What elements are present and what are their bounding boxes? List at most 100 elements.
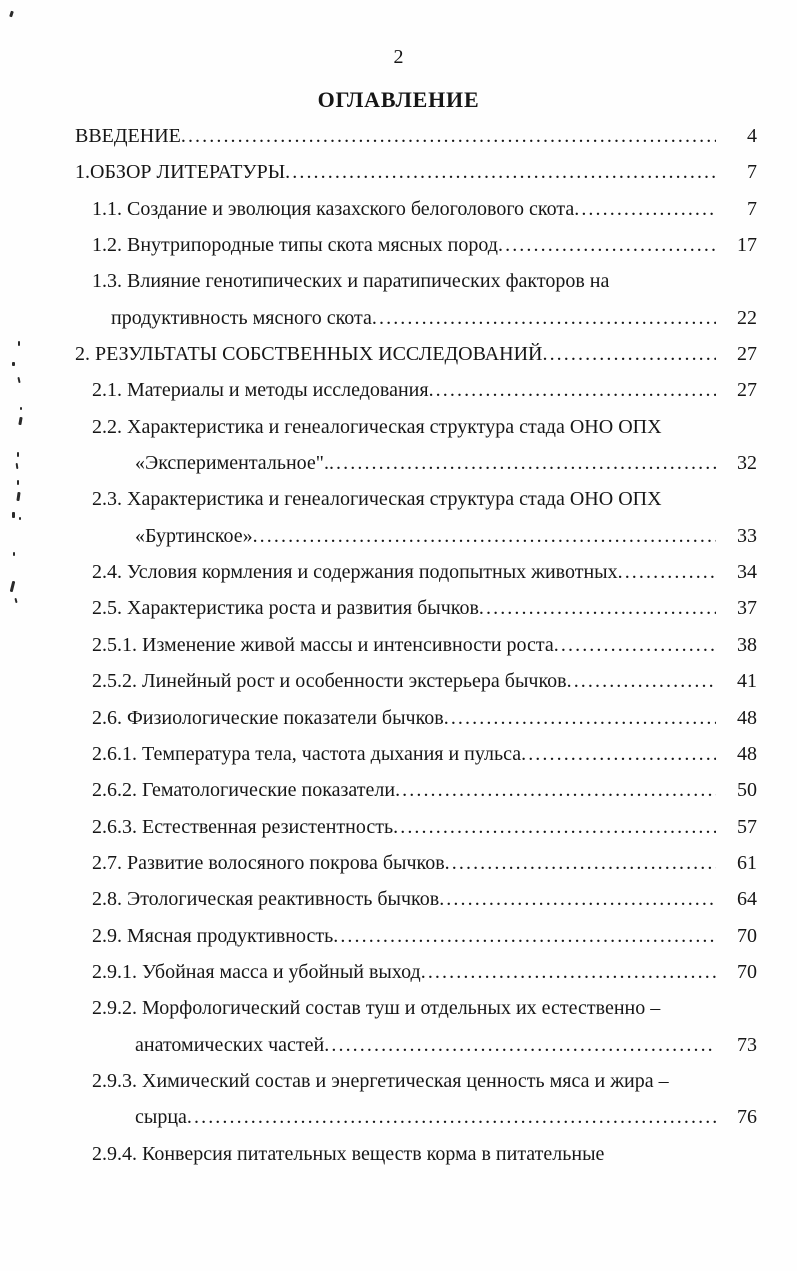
toc-entry-text: 2.9.1. Убойная масса и убойный выход: [92, 960, 421, 983]
toc-entry-text: 2.3. Характеристика и генеалогическая ст…: [92, 488, 662, 511]
toc-entry-text: ВВЕДЕНИЕ: [75, 125, 181, 147]
dot-leader: [253, 518, 716, 554]
toc-row: 2.9.3. Химический состав и энергетическа…: [75, 1063, 757, 1099]
toc-entry-text: 2.9.2. Морфологический состав туш и отде…: [92, 997, 661, 1020]
dot-leader: [329, 445, 716, 481]
dot-leader: [429, 372, 716, 408]
toc-entry-text: «Экспериментальное".: [135, 452, 329, 475]
toc-page-number: 38: [737, 633, 757, 656]
toc-page-number: 37: [737, 597, 757, 620]
toc-row: 2. РЕЗУЛЬТАТЫ СОБСТВЕННЫХ ИССЛЕДОВАНИЙ 27: [75, 336, 757, 372]
toc-page-number: 17: [737, 234, 757, 257]
toc-entry-text: анатомических частей: [135, 1033, 325, 1056]
toc-entry-text: продуктивность мясного скота: [111, 306, 372, 329]
toc-entry-text: 2.1. Материалы и методы исследования: [92, 379, 429, 402]
toc-row: 2.2. Характеристика и генеалогическая ст…: [75, 409, 757, 445]
toc-page-number: 41: [737, 670, 757, 693]
toc-row: 2.1. Материалы и методы исследования 27: [75, 372, 757, 408]
toc-page-number: 4: [747, 125, 757, 147]
toc-page-number: 61: [737, 851, 757, 874]
toc-entry-text: 2.9.4. Конверсия питательных веществ кор…: [92, 1142, 605, 1165]
toc-entry-text: 2.6.3. Естественная резистентность: [92, 815, 394, 838]
scan-artifact: [18, 341, 20, 346]
toc-row: 2.5.1. Изменение живой массы и интенсивн…: [75, 627, 757, 663]
scan-artifact: [15, 462, 19, 470]
scan-artifact: [14, 597, 18, 604]
toc-entry-text: 1.3. Влияние генотипических и паратипиче…: [92, 270, 610, 293]
dot-leader: [542, 336, 716, 372]
toc-entry-text: 2.5. Характеристика роста и развития быч…: [92, 597, 479, 620]
toc-row: 2.7. Развитие волосяного покрова бычков 6…: [75, 845, 757, 881]
dot-leader: [498, 227, 716, 263]
dot-leader: [521, 736, 716, 772]
toc-entry-text: сырца: [135, 1106, 187, 1129]
toc-entry-text: 2.8. Этологическая реактивность бычков: [92, 888, 440, 911]
toc-entry-text: 2. РЕЗУЛЬТАТЫ СОБСТВЕННЫХ ИССЛЕДОВАНИЙ: [75, 343, 543, 366]
scan-artifact: [12, 512, 15, 518]
toc-row: 2.9.1. Убойная масса и убойный выход 70: [75, 954, 757, 990]
dot-leader: [421, 954, 716, 990]
toc-page-number: 27: [737, 343, 757, 366]
dot-leader: [324, 1027, 716, 1063]
toc-entry-text: 1.2. Внутрипородные типы скота мясных по…: [92, 234, 498, 257]
toc-page-number: 32: [737, 452, 757, 475]
scan-artifact: [17, 376, 21, 384]
toc-page-number: 27: [737, 379, 757, 402]
scan-artifact: [16, 491, 21, 502]
scan-artifact: [17, 452, 19, 457]
toc-page-number: 70: [737, 960, 757, 983]
toc-row: 2.6.1. Температура тела, частота дыхания…: [75, 736, 757, 772]
dot-leader: [181, 118, 716, 154]
toc-page-number: 7: [747, 161, 757, 184]
toc-row: 2.8. Этологическая реактивность бычков 64: [75, 881, 757, 917]
scan-artifact: [12, 362, 15, 366]
toc-row: 2.3. Характеристика и генеалогическая ст…: [75, 481, 757, 517]
toc-entry-text: 2.6. Физиологические показатели бычков: [92, 706, 444, 729]
toc-row: сырца 76: [75, 1099, 757, 1135]
toc-row: 2.4. Условия кормления и содержания подо…: [75, 554, 757, 590]
toc-row: 2.5.2. Линейный рост и особенности эксте…: [75, 663, 757, 699]
toc-row: 1.1. Создание и эволюция казахского бело…: [75, 191, 757, 227]
toc-row: 2.9. Мясная продуктивность 70: [75, 918, 757, 954]
toc-entry-text: «Буртинское»: [135, 524, 253, 547]
toc-entry-text: 2.7. Развитие волосяного покрова бычков: [92, 851, 445, 874]
toc-row: продуктивность мясного скота 22: [75, 300, 757, 336]
toc-entry-text: 2.2. Характеристика и генеалогическая ст…: [92, 415, 662, 438]
page-title: ОГЛАВЛЕНИЕ: [317, 87, 480, 112]
toc-page-number: 22: [737, 306, 757, 329]
toc-row: анатомических частей 73: [75, 1027, 757, 1063]
scan-artifact: [9, 580, 16, 593]
toc-page-number: 76: [737, 1106, 757, 1129]
toc-entry-text: 1.ОБЗОР ЛИТЕРАТУРЫ: [75, 161, 286, 184]
toc-page-number: 64: [737, 888, 757, 911]
dot-leader: [395, 772, 716, 808]
toc-entry-text: 2.9. Мясная продуктивность: [92, 924, 334, 947]
page-number: 2: [393, 46, 404, 68]
table-of-contents: ВВЕДЕНИЕ 4 1.ОБЗОР ЛИТЕРАТУРЫ 7 1.1. Создан…: [75, 118, 757, 1172]
scan-artifact: [18, 416, 23, 426]
toc-entry-text: 2.5.1. Изменение живой массы и интенсивн…: [92, 633, 554, 656]
toc-entry-text: 2.6.1. Температура тела, частота дыхания…: [92, 742, 522, 765]
dot-leader: [187, 1099, 716, 1135]
toc-entry-text: 2.9.3. Химический состав и энергетическа…: [92, 1069, 669, 1092]
dot-leader: [574, 191, 716, 227]
scan-artifact: [17, 480, 19, 485]
dot-leader: [285, 154, 716, 190]
dot-leader: [372, 300, 716, 336]
toc-entry-text: 2.5.2. Линейный рост и особенности эксте…: [92, 670, 567, 693]
toc-page-number: 48: [737, 706, 757, 729]
toc-row: «Буртинское» 33: [75, 518, 757, 554]
scan-artifact: [13, 552, 15, 556]
toc-row: 2.5. Характеристика роста и развития быч…: [75, 590, 757, 626]
toc-row: 1.3. Влияние генотипических и паратипиче…: [75, 263, 757, 299]
scan-artifact: [20, 407, 22, 410]
toc-row: 2.9.4. Конверсия питательных веществ кор…: [75, 1136, 757, 1172]
toc-row: 1.2. Внутрипородные типы скота мясных по…: [75, 227, 757, 263]
toc-row: 2.6.3. Естественная резистентность 57: [75, 809, 757, 845]
toc-page-number: 73: [737, 1033, 757, 1056]
dot-leader: [445, 845, 716, 881]
dot-leader: [393, 809, 716, 845]
toc-page-number: 50: [737, 779, 757, 802]
toc-page-number: 70: [737, 924, 757, 947]
